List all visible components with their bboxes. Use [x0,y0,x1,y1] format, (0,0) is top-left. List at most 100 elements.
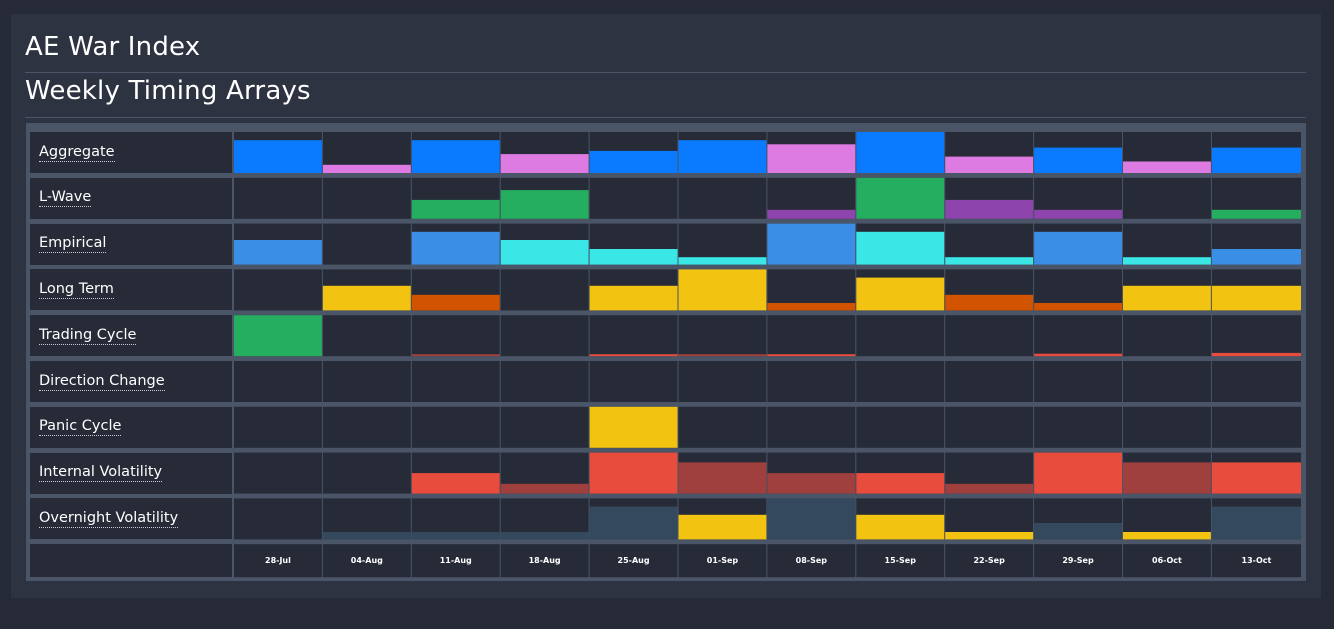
row-label-overnight-volatility[interactable]: Overnight Volatility [39,509,179,528]
cell-bg-panic-cycle-3 [500,406,589,448]
bar-internal-volatility-25-aug[interactable] [589,452,678,494]
cell-bg-panic-cycle-7 [856,406,945,448]
row-label-long-term[interactable]: Long Term [39,280,114,299]
bar-overnight-volatility-08-sep[interactable] [767,498,856,540]
bar-trading-cycle-11-aug[interactable] [411,354,500,357]
cell-bg-direction-change-0 [234,361,322,402]
bar-internal-volatility-22-sep[interactable] [945,483,1034,494]
row-label-trading-cycle[interactable]: Trading Cycle [39,326,137,345]
row-label-empirical[interactable]: Empirical [39,235,107,254]
bar-empirical-01-sep[interactable] [678,257,767,265]
date-label-06-oct: 06-Oct [1152,556,1182,566]
cell-bg-trading-cycle-4 [589,315,678,357]
bar-internal-volatility-01-sep[interactable] [678,462,767,494]
bar-internal-volatility-29-sep[interactable] [1034,452,1122,494]
bar-trading-cycle-01-sep[interactable] [678,354,767,357]
bar-internal-volatility-06-oct[interactable] [1123,462,1211,494]
bar-long-term-11-aug[interactable] [411,294,500,311]
bar-long-term-04-aug[interactable] [322,285,411,311]
date-cell-bg-8 [945,544,1034,578]
bar-overnight-volatility-18-aug[interactable] [500,532,589,540]
bar-l-wave-29-sep[interactable] [1034,209,1122,219]
cell-bg-l-wave-0 [234,177,322,219]
bar-internal-volatility-08-sep[interactable] [767,473,856,494]
cell-bg-direction-change-10 [1123,361,1211,402]
bar-l-wave-22-sep[interactable] [945,199,1034,219]
bar-empirical-22-sep[interactable] [945,257,1034,265]
cell-bg-trading-cycle-3 [500,315,589,357]
bar-overnight-volatility-04-aug[interactable] [322,532,411,540]
row-label-direction-change[interactable]: Direction Change [39,372,165,391]
bar-internal-volatility-15-sep[interactable] [856,473,945,494]
bar-empirical-06-oct[interactable] [1123,257,1211,265]
bar-overnight-volatility-15-sep[interactable] [856,514,945,540]
cell-bg-panic-cycle-0 [234,406,322,448]
cell-bg-l-wave-10 [1123,177,1211,219]
date-label-22-sep: 22-Sep [973,556,1005,566]
bar-overnight-volatility-25-aug[interactable] [589,506,678,540]
bar-empirical-13-oct[interactable] [1211,249,1301,265]
bar-trading-cycle-13-oct[interactable] [1211,352,1301,357]
bar-aggregate-18-aug[interactable] [500,154,589,173]
bar-long-term-13-oct[interactable] [1211,285,1301,311]
bar-aggregate-22-sep[interactable] [945,156,1034,173]
bar-long-term-22-sep[interactable] [945,294,1034,311]
cell-bg-direction-change-4 [589,361,678,402]
bar-long-term-06-oct[interactable] [1123,285,1211,311]
bar-long-term-15-sep[interactable] [856,277,945,311]
bar-trading-cycle-25-aug[interactable] [589,354,678,357]
row-label-internal-volatility[interactable]: Internal Volatility [39,464,163,483]
bar-trading-cycle-28-jul[interactable] [234,315,322,357]
bar-overnight-volatility-01-sep[interactable] [678,514,767,540]
bar-empirical-28-jul[interactable] [234,240,322,265]
bar-overnight-volatility-11-aug[interactable] [411,532,500,540]
cell-bg-trading-cycle-2 [411,315,500,357]
bar-empirical-08-sep[interactable] [767,223,856,265]
bar-overnight-volatility-29-sep[interactable] [1034,523,1122,540]
bar-internal-volatility-11-aug[interactable] [411,473,500,494]
bar-aggregate-15-sep[interactable] [856,132,945,173]
bar-empirical-29-sep[interactable] [1034,231,1122,265]
bar-empirical-25-aug[interactable] [589,249,678,265]
bar-aggregate-08-sep[interactable] [767,144,856,173]
row-label-cell-panic-cycle: Panic Cycle [30,406,232,448]
title-divider [25,72,1306,73]
bar-overnight-volatility-13-oct[interactable] [1211,506,1301,540]
row-label-l-wave[interactable]: L-Wave [39,189,92,208]
bar-overnight-volatility-06-oct[interactable] [1123,532,1211,540]
row-label-cell-overnight-volatility: Overnight Volatility [30,498,232,540]
bar-trading-cycle-29-sep[interactable] [1034,353,1122,357]
bar-long-term-08-sep[interactable] [767,303,856,311]
bar-l-wave-15-sep[interactable] [856,177,945,219]
row-label-aggregate[interactable]: Aggregate [39,143,115,162]
bar-aggregate-06-oct[interactable] [1123,161,1211,174]
bar-l-wave-11-aug[interactable] [411,199,500,219]
bar-l-wave-08-sep[interactable] [767,209,856,219]
bar-long-term-29-sep[interactable] [1034,303,1122,311]
bar-panic-cycle-25-aug[interactable] [589,406,678,448]
bar-long-term-01-sep[interactable] [678,269,767,311]
bar-aggregate-01-sep[interactable] [678,140,767,173]
bar-empirical-15-sep[interactable] [856,231,945,265]
bar-internal-volatility-13-oct[interactable] [1211,462,1301,494]
cell-bg-trading-cycle-8 [945,315,1034,357]
bar-overnight-volatility-22-sep[interactable] [945,532,1034,540]
bar-l-wave-18-aug[interactable] [500,190,589,219]
cell-bg-panic-cycle-5 [678,406,767,448]
bar-long-term-25-aug[interactable] [589,285,678,311]
bar-aggregate-28-jul[interactable] [234,140,322,173]
bar-aggregate-29-sep[interactable] [1034,147,1122,173]
bar-aggregate-11-aug[interactable] [411,140,500,173]
bar-aggregate-04-aug[interactable] [322,164,411,173]
bar-l-wave-13-oct[interactable] [1211,209,1301,219]
page-subtitle: Weekly Timing Arrays [25,76,311,106]
bar-aggregate-25-aug[interactable] [589,150,678,173]
row-label-cell-direction-change: Direction Change [30,361,232,402]
bar-empirical-11-aug[interactable] [411,231,500,265]
bar-empirical-18-aug[interactable] [500,240,589,265]
cell-bg-trading-cycle-5 [678,315,767,357]
bar-aggregate-13-oct[interactable] [1211,147,1301,173]
bar-internal-volatility-18-aug[interactable] [500,483,589,494]
row-label-panic-cycle[interactable]: Panic Cycle [39,418,122,437]
bar-trading-cycle-08-sep[interactable] [767,354,856,357]
